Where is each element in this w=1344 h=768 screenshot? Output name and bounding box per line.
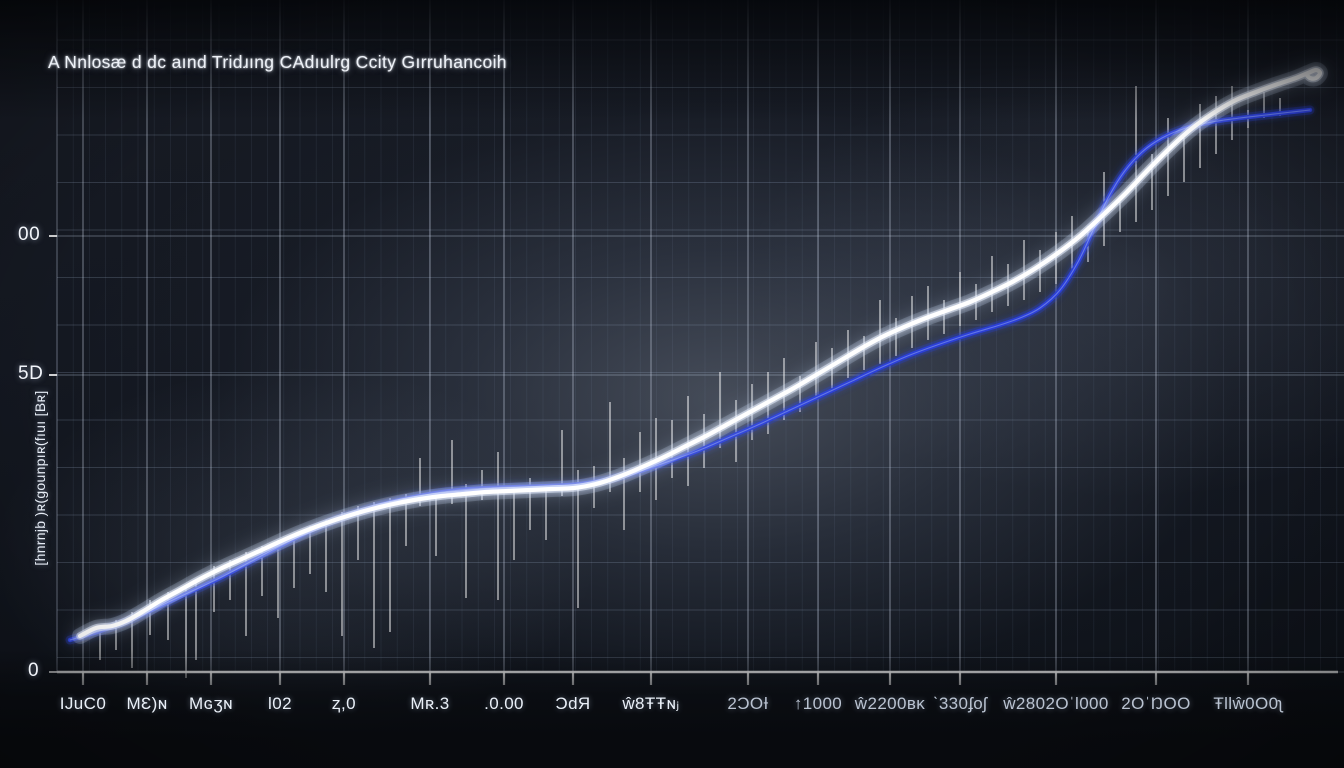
- x-tick-label: Mɢʒɴ: [189, 694, 233, 713]
- x-tick-label: ŵ8ŦŦɴⱼ: [622, 694, 680, 713]
- y-tick-label: 0: [28, 660, 40, 681]
- x-tick-label: ŵ2802Oˈl000: [1003, 694, 1109, 713]
- x-tick-label: 2ƆOƗ: [727, 694, 769, 713]
- x-tick-label: ˋ330ʄoʃ: [932, 694, 988, 713]
- x-tick-label: ŵ2200ʙĸ: [854, 694, 926, 713]
- x-tick-label: l02: [268, 694, 292, 713]
- y-tick-label: 5D: [18, 363, 44, 384]
- x-tick-label: IJuC0: [59, 694, 107, 713]
- x-tick-label: Mʀ.3: [410, 694, 450, 713]
- y-axis-label: [hnrnjb )ʀ(ɡounpıʀ(fıuı [Bʀ]: [32, 390, 48, 566]
- x-tick-label: 2OˈŊOO: [1121, 694, 1191, 713]
- x-tick-label: ƆdЯ: [555, 694, 591, 713]
- x-tick-label: ⱬ,0: [332, 694, 356, 713]
- x-tick-label: MƐ)ɴ: [126, 694, 168, 713]
- x-tick-label: Ŧllŵ0O0ʅ: [1213, 694, 1283, 713]
- x-tick-label: ↑1000: [793, 694, 843, 713]
- x-tick-label: .0.00: [484, 694, 524, 713]
- y-tick-label: 00: [18, 224, 41, 245]
- chart-title: A Nnlosæ d dc aınd Tridɹıng CAdıulrg Cci…: [48, 52, 507, 72]
